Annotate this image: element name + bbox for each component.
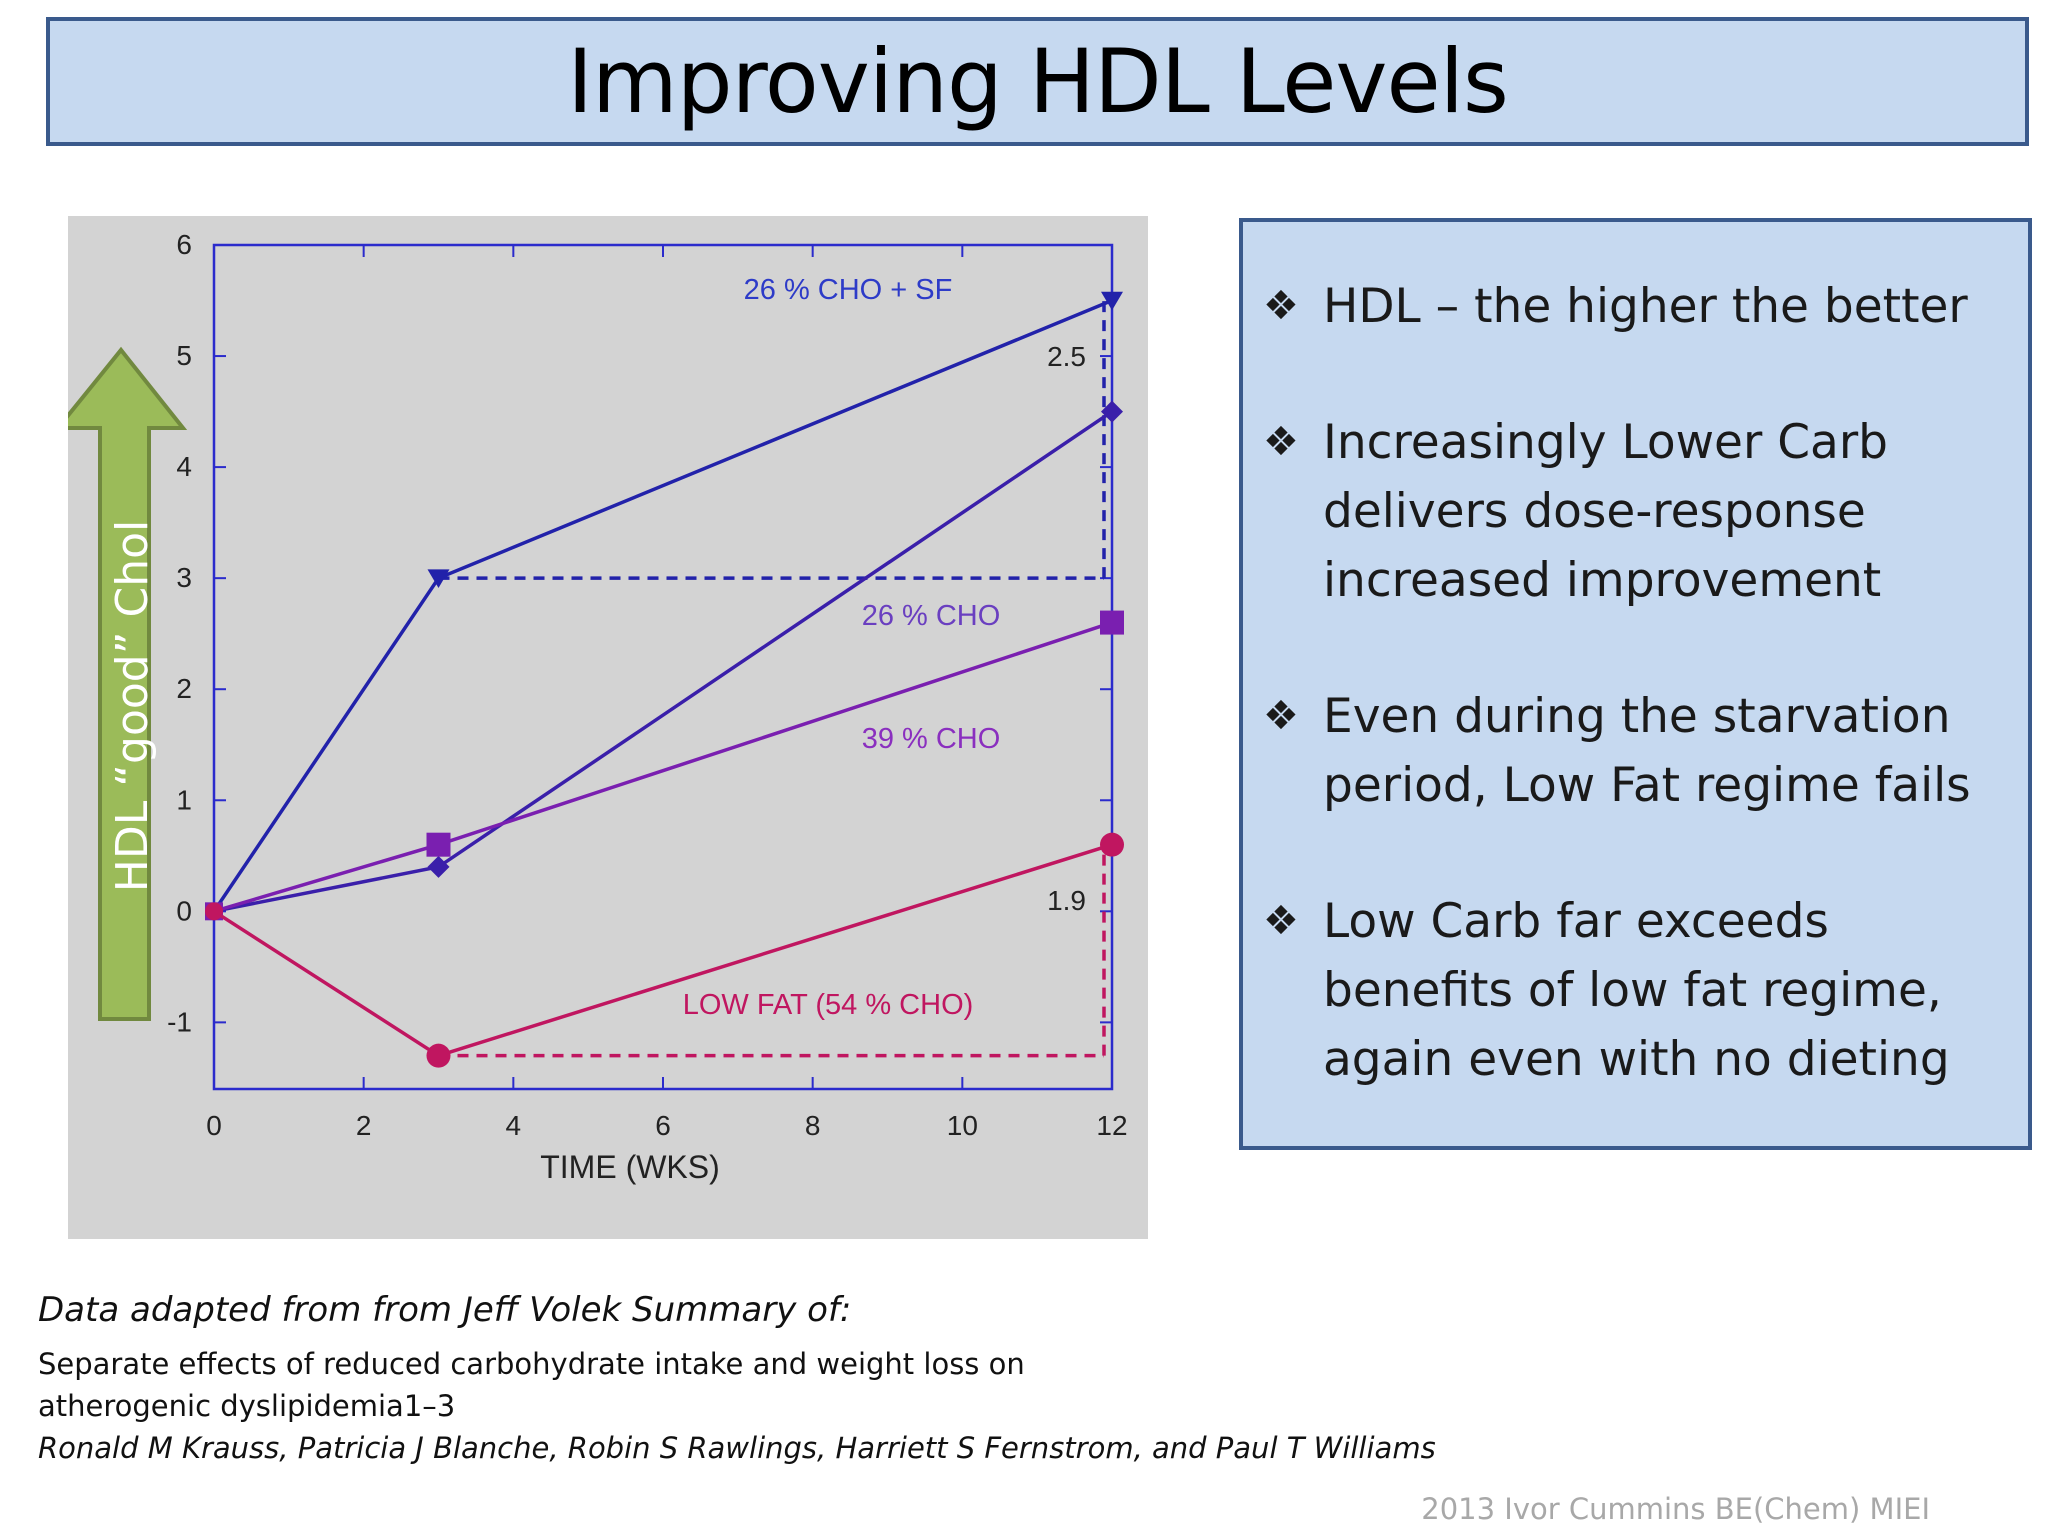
title-banner: Improving HDL Levels bbox=[46, 17, 2029, 146]
slide-title: Improving HDL Levels bbox=[567, 30, 1509, 133]
x-tick-label: 0 bbox=[206, 1110, 222, 1141]
chart-background bbox=[68, 216, 1148, 1239]
difference-label: 2.5 bbox=[1047, 341, 1086, 372]
chart-panel: HDL “good” Chol 0 2 4 6 8 10 12 -1 0 1 2 3 4 5 6 2.5 1.… bbox=[53, 216, 1148, 1239]
x-axis-title: TIME (WKS) bbox=[540, 1149, 720, 1185]
x-tick-label: 8 bbox=[805, 1110, 821, 1141]
difference-label: 1.9 bbox=[1047, 885, 1086, 916]
x-tick-label: 2 bbox=[356, 1110, 372, 1141]
series-39-cho-point bbox=[426, 832, 451, 857]
series-26-cho-sf-point bbox=[427, 569, 450, 589]
label-39-cho: 39 % CHO bbox=[862, 723, 1001, 755]
footer-credit: 2013 Ivor Cummins BE(Chem) MIEI bbox=[1421, 1492, 1930, 1526]
y-tick-label: 2 bbox=[176, 673, 192, 704]
source-study-title: Separate effects of reduced carbohydrate… bbox=[38, 1347, 1025, 1423]
key-point: ❖ Even during the starvation period, Low… bbox=[1261, 682, 2008, 820]
key-point-text: Even during the starvation period, Low F… bbox=[1323, 689, 1971, 813]
series-26-cho-point bbox=[427, 855, 450, 878]
arrow-label: HDL “good” Chol bbox=[107, 520, 158, 893]
x-tick-label: 4 bbox=[506, 1110, 522, 1141]
source-heading: Data adapted from from Jeff Volek Summar… bbox=[38, 1290, 852, 1330]
source-authors: Ronald M Krauss, Patricia J Blanche, Rob… bbox=[38, 1431, 1436, 1465]
y-tick-label: 0 bbox=[176, 895, 192, 926]
y-tick-label: 6 bbox=[176, 229, 192, 260]
x-tick-label: 12 bbox=[1096, 1110, 1127, 1141]
series-26-cho-sf-point bbox=[1101, 291, 1123, 311]
y-tick-label: -1 bbox=[167, 1006, 192, 1037]
y-tick-label: 1 bbox=[176, 784, 192, 815]
series-low-fat-point bbox=[205, 902, 223, 921]
up-arrow-shape bbox=[53, 346, 188, 1021]
annotations: 2.5 1.9 bbox=[438, 300, 1106, 1058]
series bbox=[205, 291, 1124, 1068]
y-tick-label: 5 bbox=[176, 340, 192, 371]
x-tick-label: 10 bbox=[947, 1110, 978, 1141]
label-26-cho-sf: 26 % CHO + SF bbox=[744, 274, 953, 306]
key-point: ❖ HDL – the higher the better bbox=[1261, 272, 2008, 341]
key-points-box: ❖ HDL – the higher the better ❖ Increasi… bbox=[1239, 218, 2032, 1150]
key-point-text: HDL – the higher the better bbox=[1323, 279, 1968, 334]
y-arrow: HDL “good” Chol bbox=[53, 346, 188, 1021]
diamond-bullet-icon: ❖ bbox=[1263, 283, 1299, 329]
key-point-text: Increasingly Lower Carb delivers dose-re… bbox=[1323, 415, 1888, 608]
series-labels: 26 % CHO + SF 26 % CHO 39 % CHO LOW FAT … bbox=[683, 274, 1001, 1021]
x-tick-label: 6 bbox=[655, 1110, 671, 1141]
source-citation: Data adapted from from Jeff Volek Summar… bbox=[38, 1285, 1538, 1469]
diamond-bullet-icon: ❖ bbox=[1263, 898, 1299, 944]
diamond-bullet-icon: ❖ bbox=[1263, 419, 1299, 465]
label-26-cho: 26 % CHO bbox=[862, 600, 1001, 632]
series-low-fat-point bbox=[426, 1043, 451, 1068]
series-26-cho-point bbox=[1101, 400, 1123, 423]
series-low-fat-point bbox=[1100, 832, 1124, 857]
label-low-fat: LOW FAT (54 % CHO) bbox=[683, 989, 974, 1021]
series-39-cho-point bbox=[1100, 610, 1124, 635]
key-point: ❖ Increasingly Lower Carb delivers dose-… bbox=[1261, 408, 2008, 615]
y-tick-label: 4 bbox=[176, 451, 192, 482]
key-points-list: ❖ HDL – the higher the better ❖ Increasi… bbox=[1261, 272, 2008, 1094]
key-point-text: Low Carb far exceeds benefits of low fat… bbox=[1323, 894, 1950, 1087]
y-tick-label: 3 bbox=[176, 562, 192, 593]
diamond-bullet-icon: ❖ bbox=[1263, 693, 1299, 739]
key-point: ❖ Low Carb far exceeds benefits of low f… bbox=[1261, 887, 2008, 1094]
